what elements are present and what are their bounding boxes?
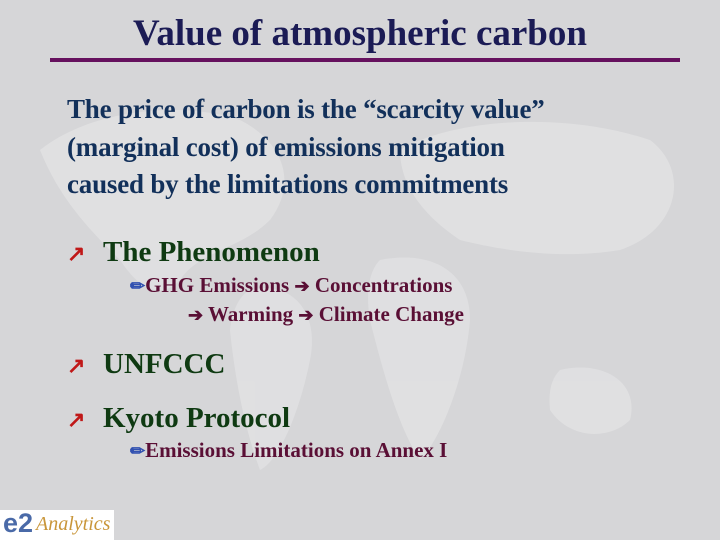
title-divider	[50, 58, 680, 62]
sub-item-flow-2: ➔ Warming ➔ Climate Change	[188, 301, 464, 328]
right-arrow-icon: ➔	[188, 305, 204, 325]
flow-step: Warming	[207, 302, 294, 326]
pencil-icon: ✏	[130, 441, 146, 461]
logo-e2: e2	[3, 508, 34, 538]
bullet-unfccc: ↗ UNFCCC	[67, 347, 225, 383]
right-arrow-icon: ➔	[294, 276, 310, 296]
flow-step: Climate Change	[318, 302, 464, 326]
bullet-label: Kyoto Protocol	[103, 402, 291, 434]
logo-analytics: Analytics	[36, 513, 111, 535]
bullet-phenomenon: ↗ The Phenomenon	[67, 235, 320, 271]
bullet-kyoto: ↗ Kyoto Protocol	[67, 401, 290, 437]
flow-step: GHG Emissions	[145, 273, 290, 297]
intro-paragraph: The price of carbon is the “scarcity val…	[67, 91, 545, 204]
bullet-label: UNFCCC	[103, 348, 226, 380]
sub-item-label: Emissions Limitations on Annex I	[145, 438, 448, 462]
pencil-icon: ✏	[130, 276, 146, 296]
red-diagonal-arrow-icon: ↗	[67, 353, 86, 378]
intro-line: caused by the limitations commitments	[67, 169, 509, 199]
sub-item-flow-1: ✏GHG Emissions ➔ Concentrations	[130, 272, 452, 299]
bullet-label: The Phenomenon	[103, 236, 320, 268]
sub-item-annex: ✏Emissions Limitations on Annex I	[130, 437, 447, 464]
intro-line: (marginal cost) of emissions mitigation	[67, 131, 505, 162]
red-diagonal-arrow-icon: ↗	[67, 407, 86, 432]
red-diagonal-arrow-icon: ↗	[67, 241, 86, 266]
intro-line: The price of carbon is the “scarcity val…	[67, 94, 545, 124]
slide-title: Value of atmospheric carbon	[133, 13, 587, 54]
right-arrow-icon: ➔	[298, 305, 314, 325]
e2-analytics-logo: e2 Analytics	[0, 508, 114, 540]
flow-step: Concentrations	[314, 273, 453, 297]
